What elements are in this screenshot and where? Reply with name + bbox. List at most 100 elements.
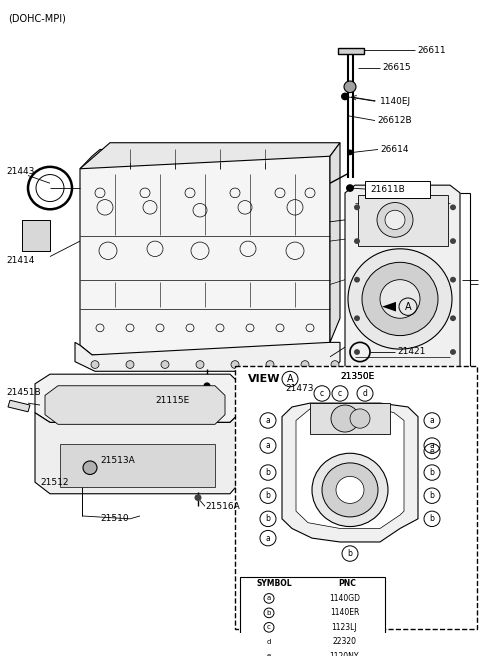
Polygon shape <box>310 403 390 434</box>
Circle shape <box>385 210 405 230</box>
Circle shape <box>280 516 288 522</box>
Circle shape <box>361 401 369 409</box>
Circle shape <box>196 361 204 369</box>
Circle shape <box>412 489 420 495</box>
Text: 26615: 26615 <box>382 63 410 72</box>
Text: 21414: 21414 <box>6 256 35 265</box>
Circle shape <box>350 409 370 428</box>
Text: c: c <box>267 625 271 630</box>
Circle shape <box>412 474 420 481</box>
Text: 21115E: 21115E <box>155 396 189 405</box>
Text: A: A <box>405 302 411 312</box>
Text: 1140EJ: 1140EJ <box>380 97 411 106</box>
Text: 21451B: 21451B <box>6 388 41 397</box>
Polygon shape <box>22 220 50 251</box>
Text: b: b <box>430 491 434 500</box>
Circle shape <box>194 494 202 501</box>
Text: b: b <box>265 514 270 523</box>
Text: 1120NY: 1120NY <box>330 652 359 656</box>
Text: a: a <box>265 441 270 450</box>
Circle shape <box>450 316 456 321</box>
Text: 1140GD: 1140GD <box>329 594 360 603</box>
Circle shape <box>412 416 420 423</box>
Text: 21473: 21473 <box>285 384 313 393</box>
Circle shape <box>354 349 360 355</box>
Text: 21350E: 21350E <box>340 371 374 380</box>
Text: a: a <box>265 416 270 425</box>
Circle shape <box>380 279 420 318</box>
Polygon shape <box>240 577 385 656</box>
Circle shape <box>399 470 405 476</box>
Bar <box>235 367 477 629</box>
Circle shape <box>412 440 420 447</box>
Text: 26612B: 26612B <box>377 116 412 125</box>
Circle shape <box>301 361 309 369</box>
Circle shape <box>312 453 388 527</box>
Circle shape <box>319 401 325 409</box>
Text: b: b <box>265 468 270 477</box>
Circle shape <box>336 476 364 503</box>
Text: 21611B: 21611B <box>370 184 405 194</box>
Text: b: b <box>430 514 434 523</box>
Text: 26614: 26614 <box>380 145 408 154</box>
Polygon shape <box>35 413 240 494</box>
Circle shape <box>295 494 301 500</box>
Polygon shape <box>75 342 340 371</box>
Circle shape <box>280 489 288 495</box>
Circle shape <box>344 81 356 92</box>
Polygon shape <box>8 400 30 412</box>
Polygon shape <box>282 403 418 542</box>
Text: b: b <box>348 549 352 558</box>
Circle shape <box>347 539 353 545</box>
Circle shape <box>280 416 288 423</box>
Circle shape <box>347 150 353 155</box>
Text: c: c <box>320 389 324 398</box>
Circle shape <box>362 262 438 336</box>
Polygon shape <box>45 386 225 424</box>
Text: SYMBOL: SYMBOL <box>257 579 293 588</box>
Text: 21513A: 21513A <box>100 457 135 466</box>
Circle shape <box>346 184 354 192</box>
Circle shape <box>331 405 359 432</box>
Circle shape <box>126 361 134 369</box>
Text: b: b <box>267 610 271 616</box>
Circle shape <box>280 440 288 447</box>
Text: b: b <box>265 491 270 500</box>
Text: a: a <box>430 416 434 425</box>
Polygon shape <box>358 195 448 246</box>
Text: a: a <box>267 596 271 602</box>
Circle shape <box>266 361 274 369</box>
Circle shape <box>83 461 97 474</box>
Text: e: e <box>430 447 434 456</box>
Circle shape <box>341 92 349 100</box>
Polygon shape <box>330 143 340 342</box>
Text: 26611: 26611 <box>417 46 445 54</box>
Text: 1140ER: 1140ER <box>330 608 359 617</box>
Circle shape <box>450 277 456 283</box>
Text: d: d <box>267 639 271 645</box>
Circle shape <box>91 361 99 369</box>
Polygon shape <box>345 185 460 376</box>
Circle shape <box>331 361 339 369</box>
Text: a: a <box>265 533 270 543</box>
Circle shape <box>336 401 344 409</box>
Circle shape <box>450 205 456 210</box>
Circle shape <box>86 464 94 472</box>
Circle shape <box>399 494 405 500</box>
Circle shape <box>450 238 456 244</box>
Circle shape <box>348 249 452 349</box>
Text: b: b <box>430 468 434 477</box>
Circle shape <box>204 382 211 389</box>
Text: 21350E: 21350E <box>340 371 374 380</box>
Text: PNC: PNC <box>338 579 356 588</box>
Text: 21421: 21421 <box>397 348 425 356</box>
Polygon shape <box>338 49 364 54</box>
Text: 1123LJ: 1123LJ <box>332 623 357 632</box>
Text: A: A <box>287 374 293 384</box>
Circle shape <box>161 361 169 369</box>
Polygon shape <box>296 409 404 529</box>
Text: d: d <box>362 389 367 398</box>
Polygon shape <box>35 374 240 422</box>
Circle shape <box>354 316 360 321</box>
Circle shape <box>295 516 301 522</box>
